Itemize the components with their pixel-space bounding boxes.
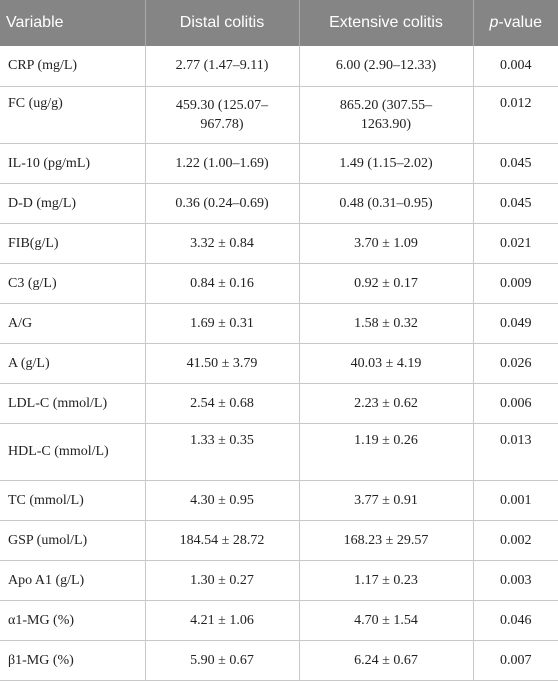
- cell-extensive: 3.70 ± 1.09: [299, 223, 474, 264]
- cell-p-value: 0.009: [473, 263, 558, 304]
- table-body: CRP (mg/L) 2.77 (1.47–9.11) 6.00 (2.90–1…: [0, 46, 558, 681]
- cell-variable: LDL-C (mmol/L): [0, 383, 146, 424]
- cell-variable: α1-MG (%): [0, 600, 146, 641]
- table-row: TC (mmol/L) 4.30 ± 0.95 3.77 ± 0.91 0.00…: [0, 480, 558, 521]
- table-row: C3 (g/L) 0.84 ± 0.16 0.92 ± 0.17 0.009: [0, 263, 558, 304]
- cell-variable: FC (ug/g): [0, 86, 146, 144]
- header-p-letter: p: [489, 14, 499, 31]
- table-row: FC (ug/g) 459.30 (125.07–967.78) 865.20 …: [0, 86, 558, 144]
- cell-p-value: 0.021: [473, 223, 558, 264]
- cell-extensive: 1.49 (1.15–2.02): [299, 143, 474, 184]
- cell-p-value: 0.002: [473, 520, 558, 561]
- cell-extensive: 4.70 ± 1.54: [299, 600, 474, 641]
- cell-p-value: 0.045: [473, 183, 558, 224]
- table-row: Apo A1 (g/L) 1.30 ± 0.27 1.17 ± 0.23 0.0…: [0, 560, 558, 601]
- cell-variable: A/G: [0, 303, 146, 344]
- cell-distal: 1.69 ± 0.31: [145, 303, 300, 344]
- cell-distal: 4.30 ± 0.95: [145, 480, 300, 521]
- cell-distal: 1.22 (1.00–1.69): [145, 143, 300, 184]
- table-row: IL-10 (pg/mL) 1.22 (1.00–1.69) 1.49 (1.1…: [0, 143, 558, 184]
- cell-extensive: 1.58 ± 0.32: [299, 303, 474, 344]
- table-row: β1-MG (%) 5.90 ± 0.67 6.24 ± 0.67 0.007: [0, 640, 558, 681]
- table-row: A/G 1.69 ± 0.31 1.58 ± 0.32 0.049: [0, 303, 558, 344]
- cell-p-value: 0.001: [473, 480, 558, 521]
- cell-p-value: 0.004: [473, 46, 558, 87]
- cell-extensive: 1.17 ± 0.23: [299, 560, 474, 601]
- table-row: GSP (umol/L) 184.54 ± 28.72 168.23 ± 29.…: [0, 520, 558, 561]
- cell-extensive: 865.20 (307.55–1263.90): [299, 86, 474, 144]
- cell-distal: 2.54 ± 0.68: [145, 383, 300, 424]
- header-variable: Variable: [0, 0, 146, 46]
- cell-distal: 1.30 ± 0.27: [145, 560, 300, 601]
- cell-variable: Apo A1 (g/L): [0, 560, 146, 601]
- header-extensive-colitis: Extensive colitis: [299, 0, 474, 46]
- cell-p-value: 0.049: [473, 303, 558, 344]
- cell-p-value: 0.003: [473, 560, 558, 601]
- cell-distal: 41.50 ± 3.79: [145, 343, 300, 384]
- cell-extensive: 0.48 (0.31–0.95): [299, 183, 474, 224]
- cell-p-value: 0.006: [473, 383, 558, 424]
- header-row: Variable Distal colitis Extensive coliti…: [0, 0, 558, 46]
- cell-variable: GSP (umol/L): [0, 520, 146, 561]
- cell-extensive: 168.23 ± 29.57: [299, 520, 474, 561]
- cell-p-value: 0.026: [473, 343, 558, 384]
- cell-distal: 1.33 ± 0.35: [145, 423, 300, 481]
- cell-extensive: 6.00 (2.90–12.33): [299, 46, 474, 87]
- table-row: FIB(g/L) 3.32 ± 0.84 3.70 ± 1.09 0.021: [0, 223, 558, 264]
- header-p-value: p-value: [473, 0, 558, 46]
- table-row: HDL-C (mmol/L) 1.33 ± 0.35 1.19 ± 0.26 0…: [0, 423, 558, 481]
- header-distal-colitis: Distal colitis: [145, 0, 300, 46]
- cell-extensive: 3.77 ± 0.91: [299, 480, 474, 521]
- cell-distal: 0.84 ± 0.16: [145, 263, 300, 304]
- cell-distal: 0.36 (0.24–0.69): [145, 183, 300, 224]
- cell-p-value: 0.013: [473, 423, 558, 481]
- cell-variable: TC (mmol/L): [0, 480, 146, 521]
- cell-distal: 184.54 ± 28.72: [145, 520, 300, 561]
- cell-extensive: 2.23 ± 0.62: [299, 383, 474, 424]
- table-row: α1-MG (%) 4.21 ± 1.06 4.70 ± 1.54 0.046: [0, 600, 558, 641]
- cell-distal: 2.77 (1.47–9.11): [145, 46, 300, 87]
- cell-extensive: 0.92 ± 0.17: [299, 263, 474, 304]
- cell-variable: IL-10 (pg/mL): [0, 143, 146, 184]
- cell-p-value: 0.012: [473, 86, 558, 144]
- cell-variable: FIB(g/L): [0, 223, 146, 264]
- cell-distal: 459.30 (125.07–967.78): [145, 86, 300, 144]
- table-row: A (g/L) 41.50 ± 3.79 40.03 ± 4.19 0.026: [0, 343, 558, 384]
- cell-variable: HDL-C (mmol/L): [0, 423, 146, 481]
- cell-variable: D-D (mg/L): [0, 183, 146, 224]
- cell-variable: CRP (mg/L): [0, 46, 146, 87]
- cell-extensive: 1.19 ± 0.26: [299, 423, 474, 481]
- cell-p-value: 0.046: [473, 600, 558, 641]
- cell-variable: C3 (g/L): [0, 263, 146, 304]
- table-row: D-D (mg/L) 0.36 (0.24–0.69) 0.48 (0.31–0…: [0, 183, 558, 224]
- cell-distal: 4.21 ± 1.06: [145, 600, 300, 641]
- cell-extensive: 6.24 ± 0.67: [299, 640, 474, 681]
- header-p-suffix: -value: [498, 14, 542, 31]
- table-row: CRP (mg/L) 2.77 (1.47–9.11) 6.00 (2.90–1…: [0, 46, 558, 87]
- cell-variable: β1-MG (%): [0, 640, 146, 681]
- cell-distal: 3.32 ± 0.84: [145, 223, 300, 264]
- table-row: LDL-C (mmol/L) 2.54 ± 0.68 2.23 ± 0.62 0…: [0, 383, 558, 424]
- cell-extensive: 40.03 ± 4.19: [299, 343, 474, 384]
- cell-variable: A (g/L): [0, 343, 146, 384]
- cell-p-value: 0.007: [473, 640, 558, 681]
- cell-p-value: 0.045: [473, 143, 558, 184]
- cell-distal: 5.90 ± 0.67: [145, 640, 300, 681]
- table-header: Variable Distal colitis Extensive coliti…: [0, 0, 558, 46]
